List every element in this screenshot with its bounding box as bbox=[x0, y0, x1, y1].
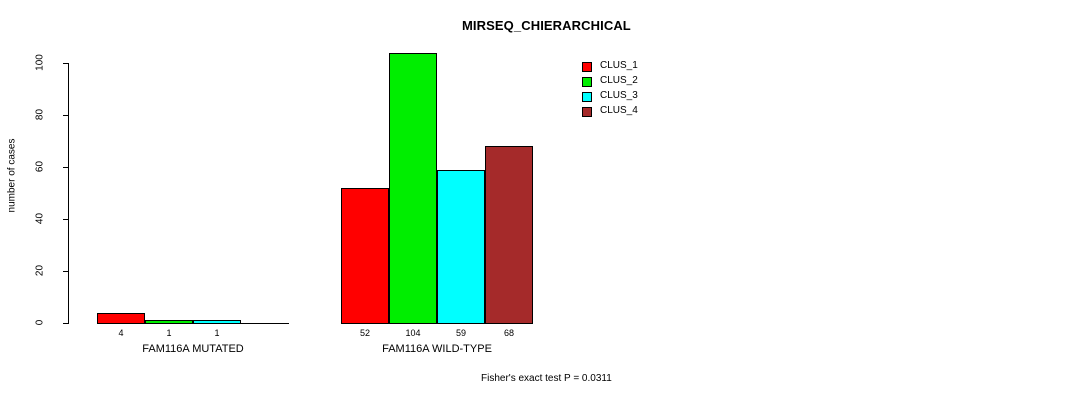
annotation-text: Fisher's exact test P = 0.0311 bbox=[481, 373, 612, 384]
y-axis-label: number of cases bbox=[6, 138, 18, 213]
legend-label: CLUS_1 bbox=[600, 60, 638, 71]
bar-fam116a-mutated-clus_3 bbox=[193, 320, 241, 324]
y-axis-tick bbox=[63, 323, 68, 324]
bar-value-label: 59 bbox=[455, 328, 466, 338]
legend-swatch-clus_2-icon bbox=[582, 77, 592, 87]
bar-fam116a-wild-type-clus_4 bbox=[485, 146, 533, 324]
y-axis-tick-label: 100 bbox=[34, 54, 46, 71]
group-label: FAM116A MUTATED bbox=[142, 343, 244, 355]
y-axis-line bbox=[68, 63, 69, 324]
legend-swatch-clus_3-icon bbox=[582, 92, 592, 102]
bar-fam116a-mutated-clus_2 bbox=[145, 320, 193, 324]
bar-value-label: 68 bbox=[503, 328, 514, 338]
legend-swatch-clus_1-icon bbox=[582, 62, 592, 72]
y-axis-tick-label: 0 bbox=[34, 319, 46, 326]
legend-label: CLUS_2 bbox=[600, 75, 638, 86]
legend-swatch-clus_4-icon bbox=[582, 107, 592, 117]
bar-value-label: 104 bbox=[405, 328, 421, 338]
bar-fam116a-wild-type-clus_1 bbox=[341, 188, 389, 324]
y-axis-tick bbox=[63, 63, 68, 64]
group-label: FAM116A WILD-TYPE bbox=[382, 343, 492, 355]
y-axis-tick bbox=[63, 271, 68, 272]
legend-label: CLUS_4 bbox=[600, 105, 638, 116]
y-axis-tick bbox=[63, 219, 68, 220]
y-axis-tick-label: 80 bbox=[34, 108, 46, 121]
y-axis-tick-label: 40 bbox=[34, 212, 46, 225]
bar-fam116a-wild-type-clus_3 bbox=[437, 170, 485, 324]
bar-value-label: 1 bbox=[214, 328, 220, 338]
legend-label: CLUS_3 bbox=[600, 90, 638, 101]
y-axis-tick bbox=[63, 167, 68, 168]
bar-fam116a-wild-type-clus_2 bbox=[389, 53, 437, 324]
bar-fam116a-mutated-clus_1 bbox=[97, 313, 145, 324]
y-axis-tick-label: 60 bbox=[34, 160, 46, 173]
chart-title: MIRSEQ_CHIERARCHICAL bbox=[462, 18, 631, 33]
bar-value-label: 4 bbox=[118, 328, 124, 338]
y-axis-tick bbox=[63, 115, 68, 116]
bar-value-label: 52 bbox=[359, 328, 370, 338]
bar-value-label: 1 bbox=[166, 328, 172, 338]
y-axis-tick-label: 20 bbox=[34, 264, 46, 277]
